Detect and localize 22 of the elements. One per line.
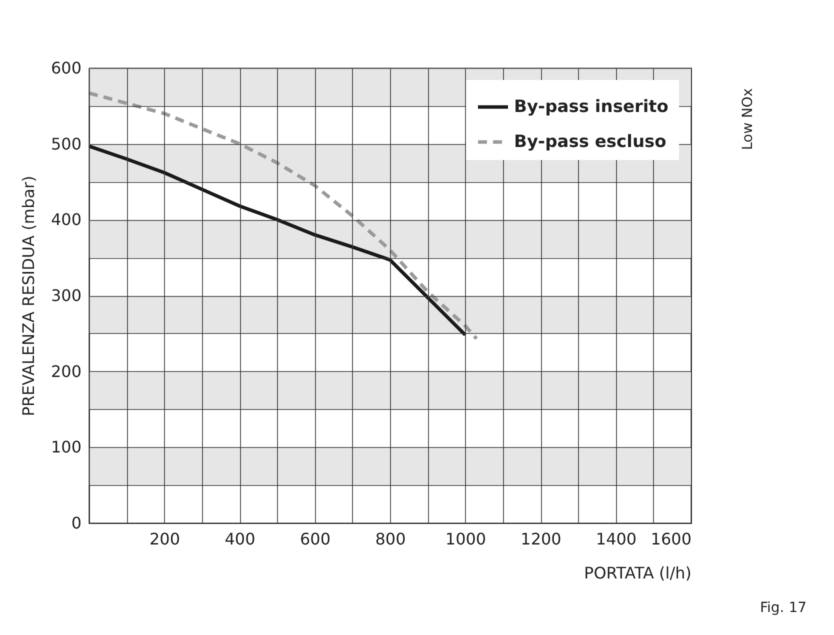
y-axis-title: PREVALENZA RESIDUA (mbar) [18,176,38,416]
x-tick-label: 1600 [650,530,692,548]
legend-label: By-pass escluso [514,132,666,152]
x-tick-label: 1400 [596,530,637,548]
y-tick-label: 100 [50,438,82,457]
y-tick-label: 400 [50,210,82,230]
text: Low NOx [740,88,756,150]
x-tick-label: 600 [300,530,331,548]
x-tick-label: 1000 [445,530,486,548]
x-tick-label: 800 [375,530,406,548]
y-tick-label: 600 [50,58,82,78]
x-tick-label: 1200 [520,530,562,548]
y-tick-label: 300 [50,286,82,305]
line-series [89,91,478,340]
y-tick-label: 0 [71,514,82,532]
y-tick-label: 500 [50,134,82,154]
legend-label: By-pass inserito [514,97,668,117]
x-tick-label: 400 [224,530,256,548]
y-tick-label: 200 [50,362,82,381]
x-tick-label: 200 [149,530,180,548]
caption: Fig. 17 [760,600,807,616]
x-axis-title: PORTATA (l/h) [584,564,692,582]
